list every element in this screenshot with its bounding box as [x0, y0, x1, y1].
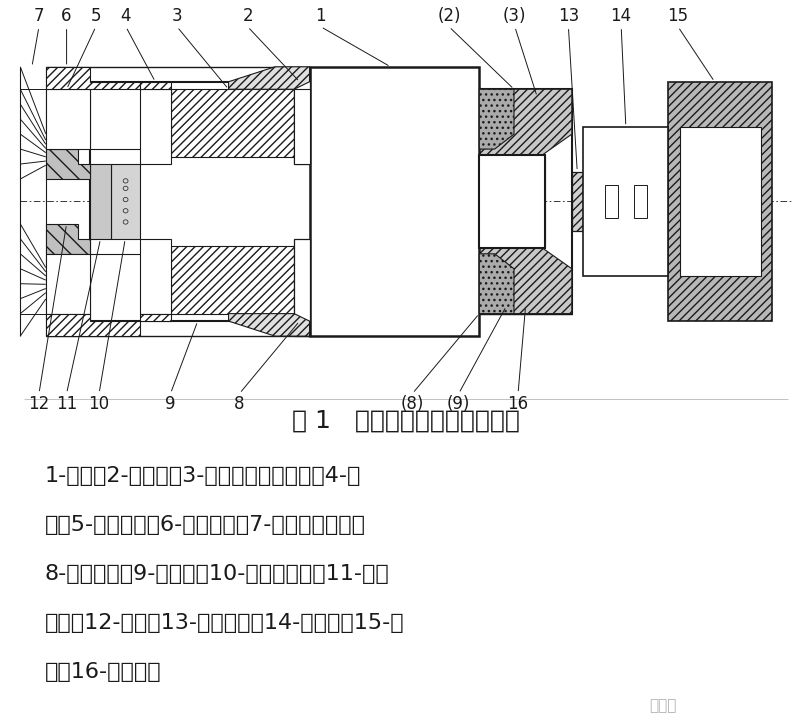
Polygon shape: [45, 313, 139, 336]
Text: 环；5-外侧端盖；6-外圈压盖；7-轴向锁紧螺母；: 环；5-外侧端盖；6-外圈压盖；7-轴向锁紧螺母；: [45, 515, 365, 535]
Text: 1-轧辊；2-迷宫环；3-四列圆柱滚子轴承；4-挡: 1-轧辊；2-迷宫环；3-四列圆柱滚子轴承；4-挡: [45, 466, 361, 486]
Polygon shape: [229, 313, 309, 336]
Bar: [89, 82, 309, 321]
Polygon shape: [170, 246, 294, 313]
Text: (3): (3): [503, 7, 526, 25]
Polygon shape: [139, 82, 170, 90]
Text: 5: 5: [91, 7, 101, 25]
Text: 6: 6: [62, 7, 71, 25]
Bar: [45, 90, 89, 149]
Polygon shape: [229, 67, 309, 90]
Bar: [309, 67, 478, 336]
Text: 云轧钢: 云轧钢: [649, 698, 676, 713]
Polygon shape: [45, 149, 89, 179]
Text: 15: 15: [667, 7, 688, 25]
Text: 16: 16: [507, 395, 528, 413]
Text: 14: 14: [610, 7, 631, 25]
Bar: [45, 254, 89, 313]
Text: 图 1   传统轧辊轴承装配示意图: 图 1 传统轧辊轴承装配示意图: [292, 408, 519, 432]
Text: 7: 7: [34, 7, 44, 25]
Bar: [478, 157, 544, 246]
Bar: [604, 185, 617, 218]
Bar: [667, 82, 771, 321]
Polygon shape: [170, 90, 294, 157]
Text: 压盖；12-闷盖；13-内圈挡圈；14-万向轴；15-托: 压盖；12-闷盖；13-内圈挡圈；14-万向轴；15-托: [45, 613, 404, 633]
Bar: [294, 67, 309, 164]
Polygon shape: [478, 254, 513, 313]
Bar: [294, 239, 309, 336]
Text: 3: 3: [171, 7, 182, 25]
Text: 9: 9: [165, 395, 175, 413]
Polygon shape: [45, 224, 89, 254]
Text: 1: 1: [315, 7, 326, 25]
Text: 4: 4: [121, 7, 131, 25]
Polygon shape: [478, 90, 513, 149]
Text: 11: 11: [56, 395, 77, 413]
Polygon shape: [478, 224, 571, 313]
Bar: [679, 126, 760, 277]
Polygon shape: [45, 67, 139, 90]
Text: 13: 13: [557, 7, 578, 25]
Bar: [139, 239, 170, 313]
Text: 架；16-外侧端盖: 架；16-外侧端盖: [45, 662, 161, 682]
Bar: [111, 164, 139, 239]
Text: 8: 8: [234, 395, 244, 413]
Text: 2: 2: [242, 7, 253, 25]
Bar: [633, 185, 646, 218]
Bar: [89, 149, 309, 254]
Bar: [571, 172, 582, 231]
Bar: [89, 164, 111, 239]
Polygon shape: [294, 90, 309, 164]
Text: 8-内侧端盖；9-轴承座；10-深沟球轴承；11-内圈: 8-内侧端盖；9-轴承座；10-深沟球轴承；11-内圈: [45, 564, 389, 584]
Text: 10: 10: [88, 395, 109, 413]
Text: 12: 12: [28, 395, 49, 413]
Bar: [139, 90, 170, 164]
Bar: [478, 90, 571, 313]
Text: (8): (8): [401, 395, 423, 413]
Bar: [478, 155, 544, 248]
Bar: [582, 126, 667, 277]
Text: (9): (9): [447, 395, 470, 413]
Polygon shape: [478, 90, 571, 179]
Text: (2): (2): [437, 7, 460, 25]
Polygon shape: [139, 313, 170, 321]
